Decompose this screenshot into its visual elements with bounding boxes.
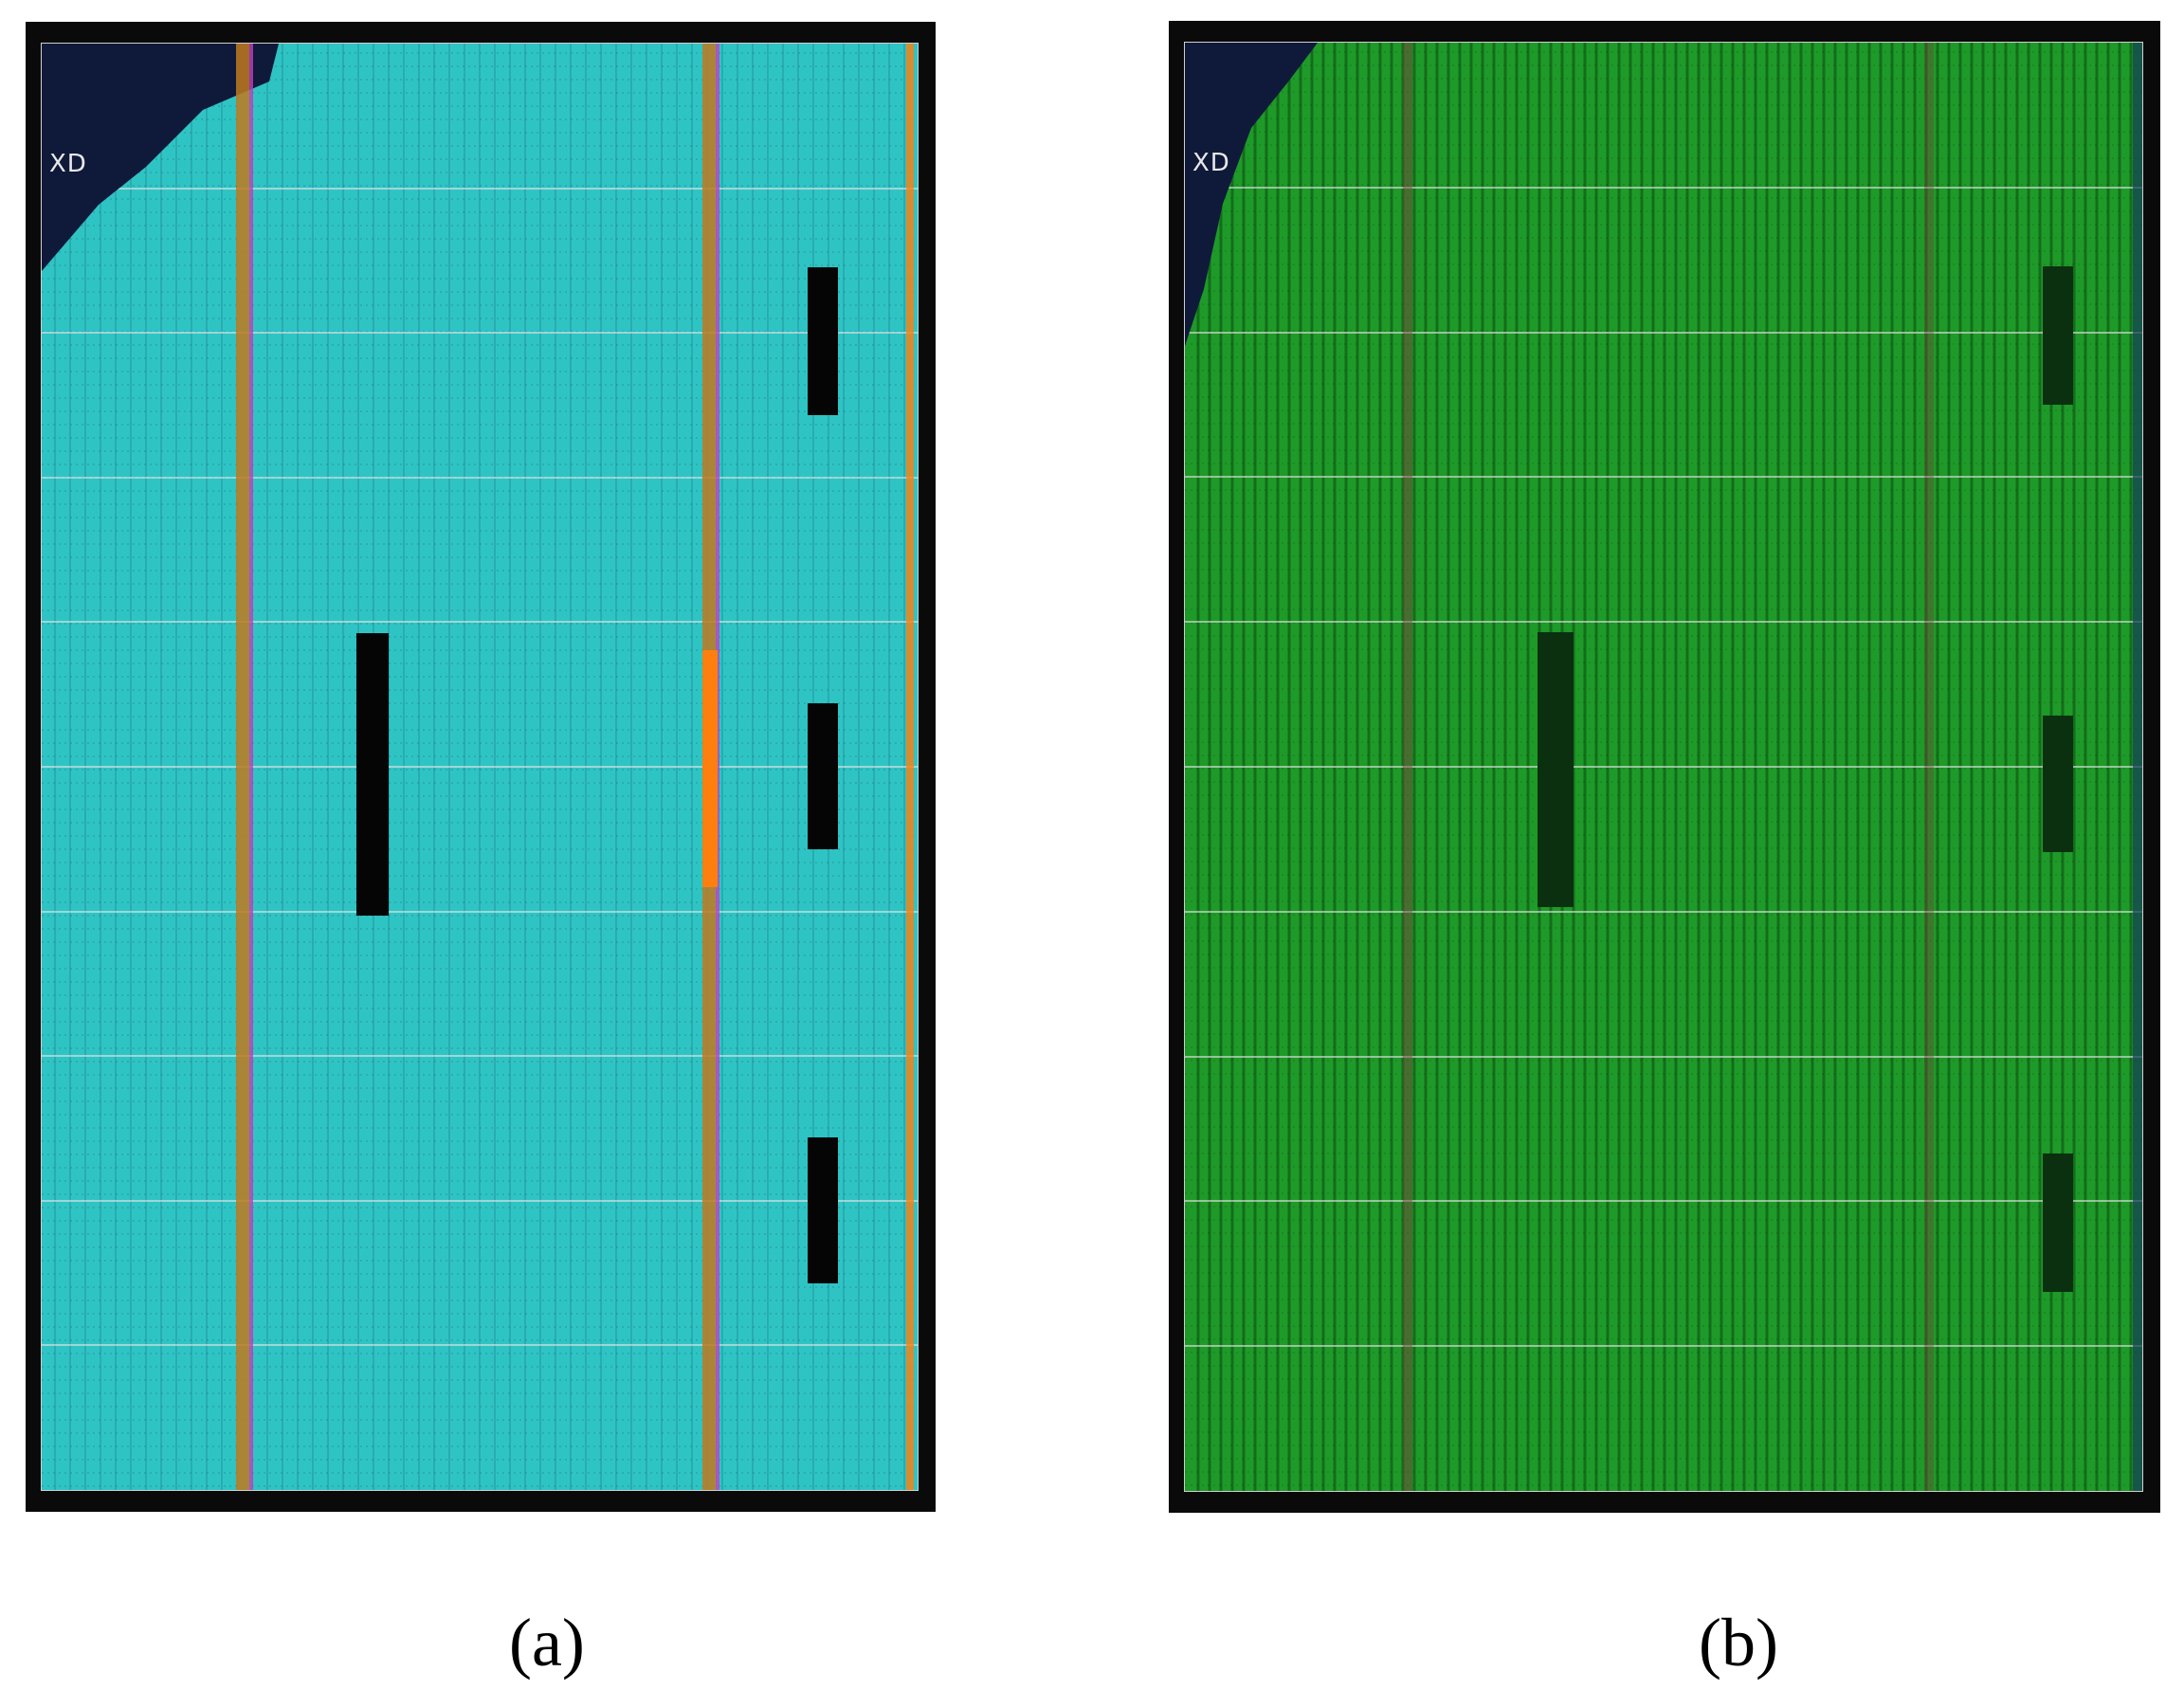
hard-block bbox=[808, 1137, 838, 1283]
caption-a: (a) bbox=[509, 1605, 585, 1681]
device-label-a: XD bbox=[49, 150, 87, 178]
resource-column bbox=[1924, 43, 1934, 1491]
floorplan-canvas-b bbox=[1185, 43, 2142, 1491]
resource-column bbox=[1403, 43, 1412, 1491]
resource-column bbox=[236, 44, 249, 1490]
device-floorplan-b: XD bbox=[1184, 42, 2143, 1492]
hard-block bbox=[2043, 716, 2073, 852]
placement-view-a: XD bbox=[26, 22, 936, 1512]
floorplan-canvas-a bbox=[42, 44, 918, 1490]
device-floorplan-a: XD bbox=[41, 43, 919, 1491]
hard-block bbox=[702, 650, 718, 887]
hard-block bbox=[808, 703, 838, 849]
device-label-b: XD bbox=[1192, 149, 1230, 177]
hard-block bbox=[356, 633, 389, 916]
unplaced-region bbox=[1185, 43, 1318, 346]
resource-column bbox=[906, 44, 914, 1490]
hard-block bbox=[1538, 632, 1574, 907]
unplaced-region bbox=[42, 44, 279, 271]
caption-b: (b) bbox=[1699, 1605, 1778, 1681]
hard-block bbox=[2043, 266, 2073, 405]
hard-block bbox=[808, 267, 838, 415]
resource-column bbox=[2133, 43, 2142, 1491]
placement-view-b: XD bbox=[1169, 21, 2160, 1513]
hard-block bbox=[2043, 1154, 2073, 1292]
resource-column bbox=[249, 44, 253, 1490]
